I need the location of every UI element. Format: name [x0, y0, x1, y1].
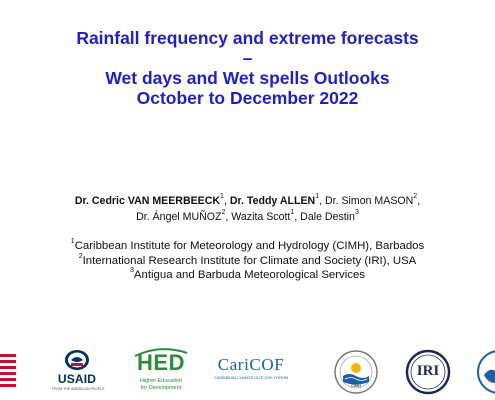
- affiliation-text: Caribbean Institute for Meteorology and …: [74, 240, 425, 252]
- author-list: Dr. Cedric VAN MEERBEECK1, Dr. Teddy ALL…: [0, 193, 495, 225]
- author-name: Dr. Teddy ALLEN: [229, 195, 316, 207]
- usaid-tagline: FROM THE AMERICAN PEOPLE: [52, 387, 105, 391]
- author-affiliation-mark: 1: [290, 209, 295, 217]
- usaid-seal-icon: [65, 350, 89, 370]
- author-affiliation-mark: 3: [354, 209, 359, 217]
- author-name: Dr. Cedric VAN MEERBEECK: [74, 195, 221, 207]
- author-line-1: Dr. Cedric VAN MEERBEECK1, Dr. Teddy ALL…: [0, 193, 495, 209]
- title-line-4: October to December 2022: [136, 88, 359, 108]
- hed-swoosh-icon: [134, 348, 188, 357]
- hed-tagline-1: Higher Education: [139, 378, 183, 384]
- slide-title: Rainfall frequency and extreme forecasts…: [0, 28, 495, 108]
- title-line-2: –: [242, 48, 253, 68]
- cimh-wordmark: CIMH: [350, 383, 362, 388]
- affiliation-number: 1: [70, 238, 75, 246]
- author-affiliation-mark: 1: [220, 193, 224, 201]
- title-line-3: Wet days and Wet spells Outlooks: [105, 68, 390, 88]
- author-separator: ,: [223, 195, 230, 207]
- author-affiliation-mark: 1: [315, 193, 320, 201]
- author-affiliation-mark: 2: [221, 209, 226, 217]
- author-name: Wazita Scott: [231, 211, 291, 223]
- affiliation-item: 2International Research Institute for Cl…: [0, 252, 495, 269]
- hed-tagline-2: for Development: [140, 385, 182, 391]
- hed-logo: HED Higher Education for Development: [131, 347, 191, 399]
- author-line-2: Dr. Ángel MUÑOZ2, Wazita Scott1, Dale De…: [0, 209, 495, 225]
- author-separator: ,: [319, 195, 325, 207]
- partner-seal-icon: [477, 350, 495, 394]
- author-separator: ,: [225, 211, 232, 223]
- iri-seal-icon: [405, 349, 451, 395]
- affiliation-item: 1Caribbean Institute for Meteorology and…: [0, 238, 495, 254]
- sponsor-logos: USAID FROM THE AMERICAN PEOPLE HED Highe…: [0, 345, 495, 400]
- affiliation-text: Antigua and Barbuda Meteorological Servi…: [133, 269, 366, 281]
- affiliation-list: 1Caribbean Institute for Meteorology and…: [0, 238, 495, 283]
- caricof-wordmark: CariCOF: [217, 355, 285, 374]
- affiliation-number: 2: [78, 252, 83, 260]
- iri-logo: IRI: [405, 349, 451, 395]
- usaid-wordmark: USAID: [57, 372, 97, 386]
- caricof-logo: CariCOF CARIBBEAN CLIMATE OUTLOOK FORUM: [208, 355, 294, 391]
- author-name: Dr. Simon MASON: [324, 195, 414, 207]
- cimh-logo: CIMH: [333, 349, 379, 395]
- us-flag-logo: [0, 354, 16, 390]
- caricof-tagline: CARIBBEAN CLIMATE OUTLOOK FORUM: [214, 376, 288, 380]
- affiliation-text: International Research Institute for Cli…: [82, 254, 417, 267]
- author-separator: ,: [294, 211, 301, 223]
- title-line-1: Rainfall frequency and extreme forecasts: [76, 28, 419, 48]
- author-name: Dr. Ángel MUÑOZ: [136, 211, 222, 223]
- author-affiliation-mark: 2: [413, 193, 418, 201]
- affiliation-item: 3Antigua and Barbuda Meteorological Serv…: [0, 267, 495, 283]
- usaid-logo: USAID FROM THE AMERICAN PEOPLE: [52, 349, 105, 397]
- cimh-seal-icon: [334, 350, 378, 394]
- affiliation-number: 3: [129, 267, 134, 275]
- hed-wordmark: HED: [137, 350, 185, 375]
- author-name: Dale Destin: [300, 211, 355, 223]
- author-separator: ,: [417, 195, 421, 207]
- iri-wordmark: IRI: [416, 363, 440, 379]
